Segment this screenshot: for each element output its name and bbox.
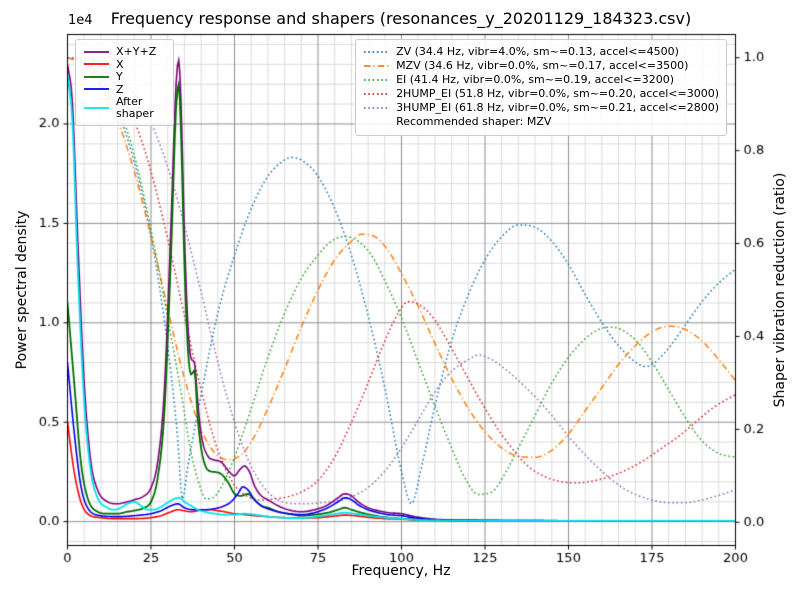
- legend-item: MZV (34.6 Hz, vibr=0.0%, sm~=0.17, accel…: [363, 58, 719, 73]
- legend-line-sample-icon: [364, 79, 390, 82]
- y-axis-label-right: Shaper vibration reduction (ratio): [772, 172, 788, 408]
- legend-label: MZV (34.6 Hz, vibr=0.0%, sm~=0.17, accel…: [396, 58, 689, 72]
- chart-title: Frequency response and shapers (resonanc…: [110, 9, 692, 28]
- legend-line-sample-icon: [84, 63, 109, 66]
- legend-line-sample-icon: [84, 50, 109, 53]
- legend-label: 2HUMP_EI (51.8 Hz, vibr=0.0%, sm~=0.20, …: [396, 86, 719, 100]
- legend-label: EI (41.4 Hz, vibr=0.0%, sm~=0.19, accel<…: [396, 72, 675, 86]
- legend-item: ZV (34.4 Hz, vibr=4.0%, sm~=0.13, accel<…: [363, 45, 719, 59]
- legend-line-sample-icon: [84, 88, 109, 91]
- legend-item: EI (41.4 Hz, vibr=0.0%, sm~=0.19, accel<…: [363, 72, 719, 87]
- y-axis-label-left: Power spectral density: [14, 210, 30, 370]
- legend-item: 3HUMP_EI (61.8 Hz, vibr=0.0%, sm~=0.21, …: [363, 100, 719, 115]
- legend-line-sample-icon: [364, 51, 390, 54]
- legend-item: Z: [83, 84, 166, 96]
- legend-label: X: [116, 57, 124, 71]
- legend-line-sample-icon: [364, 93, 390, 96]
- legend-item: X: [83, 57, 166, 71]
- legend-label: ZV (34.4 Hz, vibr=4.0%, sm~=0.13, accel<…: [396, 45, 679, 58]
- y-axis-multiplier: 1e4: [68, 13, 93, 28]
- legend-item: After shaper: [83, 96, 166, 119]
- shaper-legend: ZV (34.4 Hz, vibr=4.0%, sm~=0.13, accel<…: [355, 39, 727, 136]
- legend-label: 3HUMP_EI (61.8 Hz, vibr=0.0%, sm~=0.21, …: [396, 100, 719, 114]
- legend-label: Z: [116, 82, 124, 96]
- legend-label: X+Y+Z: [116, 45, 157, 58]
- legend-item: 2HUMP_EI (51.8 Hz, vibr=0.0%, sm~=0.20, …: [363, 86, 719, 101]
- legend-line-sample-icon: [364, 65, 390, 68]
- psd-legend: X+Y+Z X Y Z After shaper: [75, 39, 174, 127]
- x-axis-label: Frequency, Hz: [351, 563, 451, 579]
- legend-line-sample-icon: [364, 107, 390, 110]
- legend-label: Y: [116, 70, 123, 84]
- legend-label: Recommended shaper: MZV: [396, 114, 552, 128]
- legend-item: X+Y+Z: [83, 46, 166, 58]
- legend-line-sample-icon: [84, 106, 109, 109]
- legend-line-sample-icon: [84, 75, 109, 78]
- legend-item: Recommended shaper: MZV: [363, 114, 719, 129]
- legend-item: Y: [83, 71, 166, 83]
- legend-label: After shaper: [116, 95, 154, 120]
